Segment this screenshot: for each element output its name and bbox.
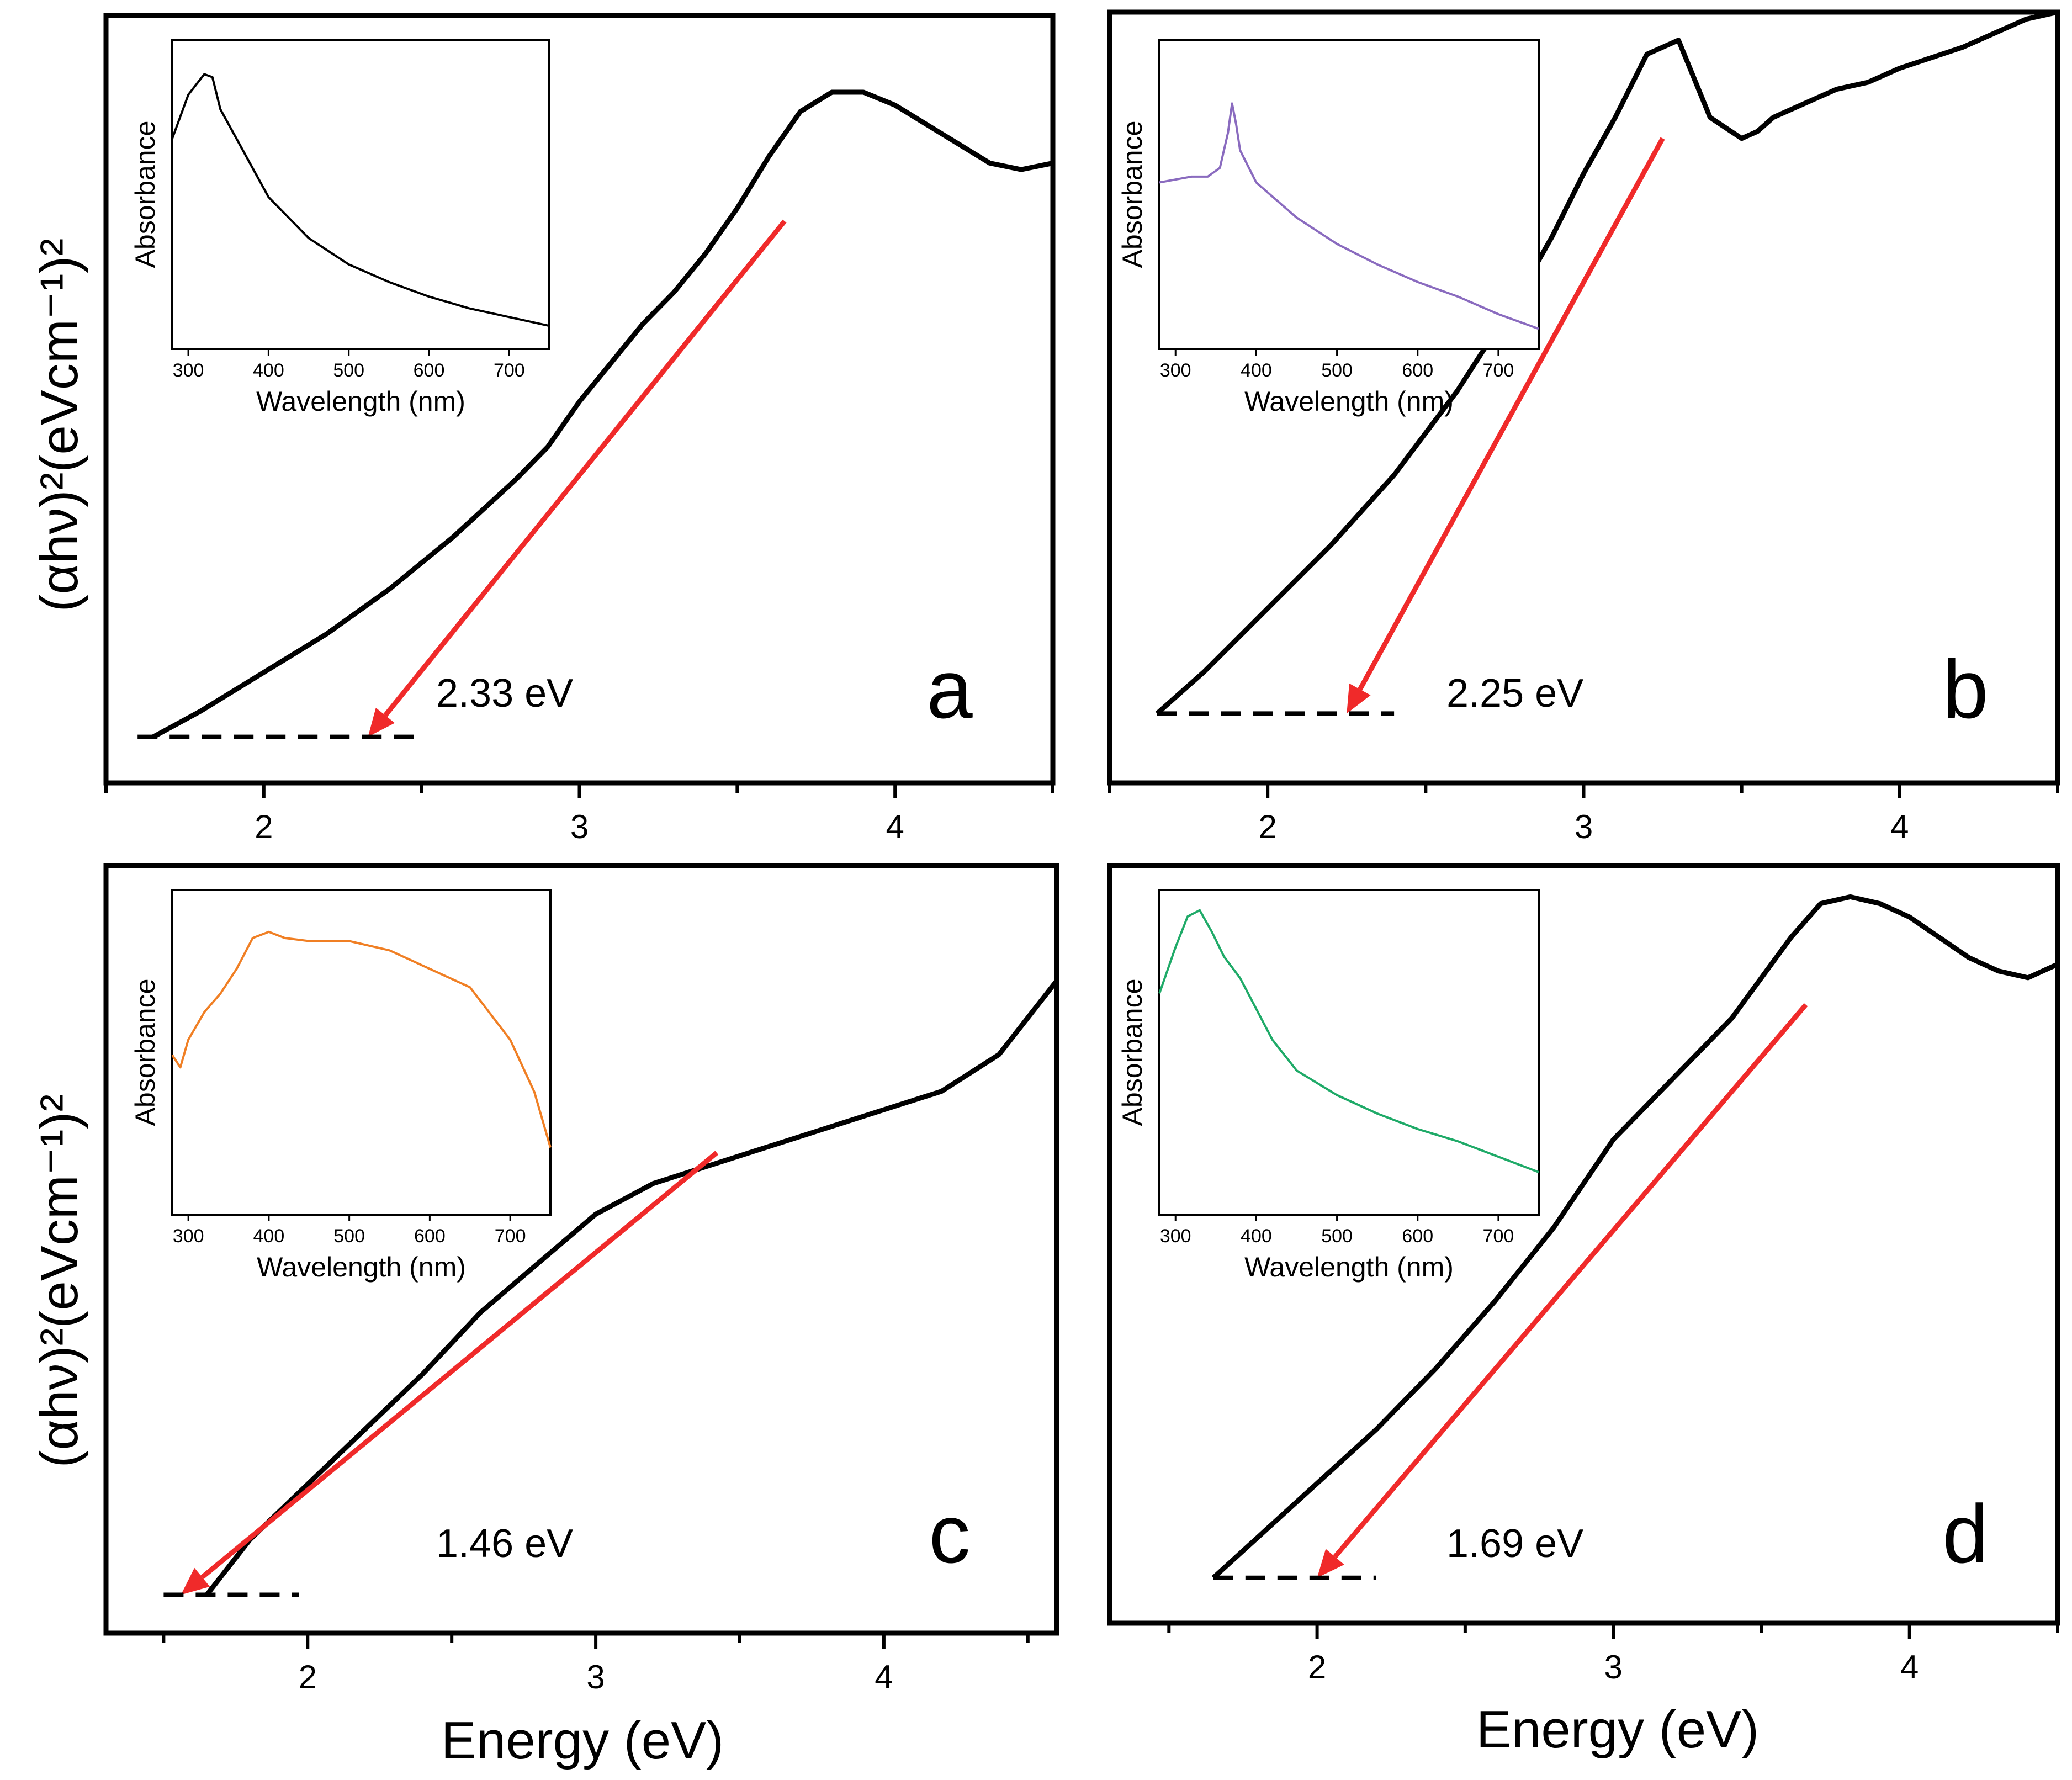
x-tick-label: 2: [1258, 808, 1276, 845]
linear-fit-arrow: [1333, 1003, 1808, 1559]
inset-x-tick-label: 700: [1483, 1226, 1514, 1247]
x-tick-label: 4: [1900, 1649, 1919, 1686]
band-gap-label: 1.46 eV: [436, 1522, 573, 1566]
plot-frame: [103, 863, 1059, 1636]
inset-a: 300 400 500 600 700 Wavelength (nm) Absorbance: [130, 39, 550, 417]
x-axis-title-right: Energy (eV): [1476, 1700, 1759, 1759]
inset-x-tick-label: 400: [253, 360, 284, 381]
x-tick-label: 2: [299, 1659, 317, 1696]
inset-x-tick-label: 500: [1321, 1226, 1353, 1247]
inset-x-tick-label: 500: [333, 1226, 365, 1247]
inset-y-axis-title: Absorbance: [130, 979, 161, 1126]
inset-x-tick-label: 500: [333, 360, 364, 381]
x-tick-label: 3: [1575, 808, 1593, 845]
inset-x-axis-title: Wavelength (nm): [1244, 386, 1454, 417]
fit-arrow-head: [368, 707, 395, 737]
panel-a: 2 3 4 2.33 eV a 300 400 500 600 700 Wavelength (nm…: [103, 13, 1056, 845]
linear-fit-arrow: [200, 1151, 719, 1580]
panel-letter: b: [1942, 643, 1988, 735]
x-tick-label: 3: [586, 1659, 605, 1696]
panel-d: 2 3 4 1.69 eV d 300 400 500 600 700 Wavelength (nm…: [1107, 863, 2060, 1686]
fit-arrow-head: [181, 1567, 210, 1595]
inset-spectrum: [1158, 909, 1539, 1173]
tauc-curve: [152, 89, 1053, 739]
y-axis-title-top: (αhν)²(eVcm⁻¹)²: [30, 239, 89, 612]
inset-frame: [171, 39, 550, 350]
x-tick-label: 2: [1308, 1649, 1326, 1686]
inset-frame: [1158, 39, 1540, 350]
tauc-curve: [1211, 894, 2059, 1580]
x-tick-label: 2: [255, 808, 273, 845]
fit-arrow-head: [1347, 683, 1371, 714]
band-gap-label: 1.69 eV: [1446, 1522, 1583, 1566]
inset-x-tick-label: 300: [173, 360, 204, 381]
x-tick-label: 3: [570, 808, 589, 845]
panels-group: 2 3 4 2.33 eV a 300 400 500 600 700 Wavelength (nm…: [103, 9, 2060, 1696]
x-tick-label: 4: [875, 1659, 893, 1696]
band-gap-label: 2.33 eV: [436, 671, 573, 716]
inset-b: 300 400 500 600 700 Wavelength (nm) Absorbance: [1117, 39, 1540, 417]
inset-spectrum: [1159, 102, 1539, 330]
inset-frame: [171, 889, 552, 1216]
inset-x-axis-title: Wavelength (nm): [1244, 1252, 1454, 1283]
inset-spectrum: [171, 930, 552, 1148]
inset-x-axis-title: Wavelength (nm): [257, 1252, 466, 1283]
inset-spectrum: [171, 73, 550, 327]
inset-c: 300 400 500 600 700 Wavelength (nm) Absorbance: [130, 889, 552, 1283]
inset-x-tick-label: 300: [173, 1226, 204, 1247]
inset-x-axis-title: Wavelength (nm): [256, 386, 465, 417]
panel-letter: d: [1942, 1487, 1988, 1580]
x-tick-label: 4: [886, 808, 904, 845]
inset-x-tick-label: 400: [1241, 360, 1272, 381]
inset-d: 300 400 500 600 700 Wavelength (nm) Absorbance: [1117, 889, 1540, 1283]
x-tick-label: 4: [1890, 808, 1909, 845]
inset-x-tick-label: 700: [495, 1226, 526, 1247]
inset-x-tick-label: 600: [414, 360, 445, 381]
inset-x-tick-label: 600: [1402, 1226, 1433, 1247]
inset-frame: [1158, 889, 1540, 1216]
linear-fit-arrow: [1358, 137, 1665, 691]
inset-x-tick-label: 600: [414, 1226, 446, 1247]
x-tick-label: 3: [1604, 1649, 1622, 1686]
tauc-curve: [1155, 9, 2058, 716]
panel-letter: a: [926, 643, 973, 735]
inset-x-tick-label: 500: [1321, 360, 1353, 381]
panel-b: 2 3 4 2.25 eV b 300 400 500 600 700 Wavelength (nm…: [1107, 9, 2060, 845]
inset-x-tick-label: 700: [1483, 360, 1514, 381]
panel-c: 2 3 4 1.46 eV c 300 400 500 600 700 Wavelength (nm…: [103, 863, 1059, 1696]
inset-y-axis-title: Absorbance: [1117, 121, 1148, 268]
inset-y-axis-title: Absorbance: [1117, 979, 1148, 1126]
plot-frame: [1107, 863, 2060, 1626]
inset-x-tick-label: 400: [1241, 1226, 1272, 1247]
inset-y-axis-title: Absorbance: [130, 121, 161, 268]
band-gap-label: 2.25 eV: [1446, 671, 1583, 716]
inset-x-tick-label: 400: [253, 1226, 285, 1247]
x-axis-title-left: Energy (eV): [441, 1711, 724, 1770]
fit-arrow-head: [1317, 1549, 1344, 1578]
inset-x-tick-label: 700: [494, 360, 525, 381]
inset-x-tick-label: 300: [1160, 1226, 1191, 1247]
inset-x-tick-label: 300: [1160, 360, 1191, 381]
panel-letter: c: [929, 1487, 971, 1580]
linear-fit-arrow: [383, 219, 787, 717]
tauc-curve: [205, 979, 1059, 1597]
y-axis-title-bottom: (αhν)²(eVcm⁻¹)²: [30, 1094, 89, 1468]
inset-x-tick-label: 600: [1402, 360, 1433, 381]
